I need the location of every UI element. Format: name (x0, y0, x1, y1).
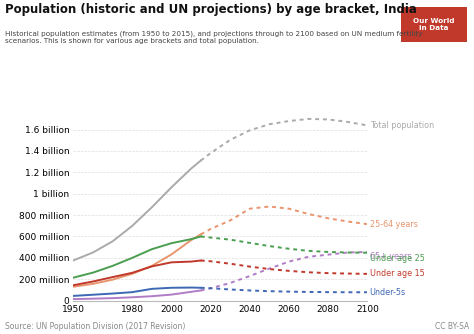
Text: CC BY-SA: CC BY-SA (435, 322, 469, 331)
Text: Under-5s: Under-5s (370, 288, 406, 297)
Text: Under age 25: Under age 25 (370, 255, 425, 264)
Text: 25-64 years: 25-64 years (370, 220, 418, 229)
Text: Total population: Total population (370, 121, 434, 130)
Text: Population (historic and UN projections) by age bracket, India: Population (historic and UN projections)… (5, 3, 417, 16)
Text: Our World
in Data: Our World in Data (413, 18, 455, 31)
Text: Under age 15: Under age 15 (370, 270, 425, 278)
Text: Historical population estimates (from 1950 to 2015), and projections through to : Historical population estimates (from 19… (5, 30, 422, 43)
Text: Source: UN Population Division (2017 Revision): Source: UN Population Division (2017 Rev… (5, 322, 185, 331)
Text: 65+ years: 65+ years (370, 252, 411, 261)
